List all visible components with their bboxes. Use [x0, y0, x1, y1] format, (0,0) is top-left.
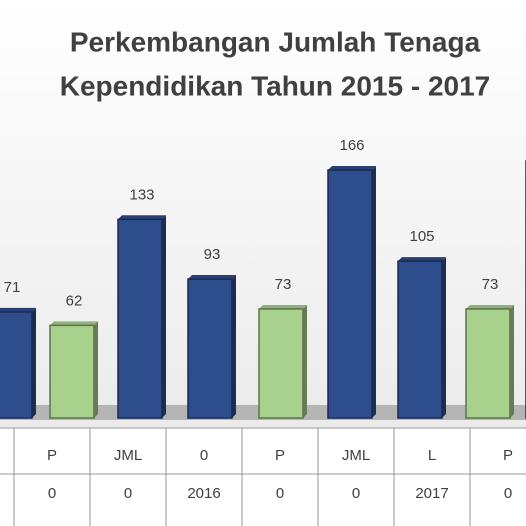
bar-top: [188, 275, 236, 280]
table-cell: P: [47, 447, 57, 464]
bar-top: [50, 321, 98, 326]
table-cell: 0: [504, 485, 512, 502]
bar: [0, 311, 33, 419]
bar: [465, 308, 511, 419]
table-bg: [0, 428, 526, 526]
bar-side: [372, 166, 376, 418]
value-label: 93: [204, 246, 221, 263]
bar-top: [118, 215, 166, 220]
value-label: 73: [482, 276, 499, 293]
bar-top: [328, 166, 376, 170]
value-label: 73: [275, 276, 292, 293]
table-cell: 0: [276, 485, 284, 502]
value-label: 62: [66, 292, 83, 309]
table-cell: 0: [352, 485, 360, 502]
table-cell: JML: [342, 447, 370, 464]
chart-title: Kependidikan Tahun 2015 - 2017: [60, 70, 491, 101]
table-cell: 0: [200, 447, 208, 464]
bar: [327, 169, 373, 419]
bar-top: [0, 307, 36, 312]
bar-top: [466, 304, 514, 309]
value-label: 71: [4, 279, 21, 296]
table-cell: P: [503, 447, 513, 464]
table-cell: L: [428, 447, 436, 464]
table-cell: 2016: [187, 485, 220, 502]
bar-side: [94, 321, 98, 418]
bar: [49, 324, 95, 419]
table-cell: JML: [114, 447, 142, 464]
bar: [258, 308, 304, 419]
table-cell: 0: [124, 485, 132, 502]
bar-top: [259, 304, 307, 309]
bar-top: [398, 257, 446, 262]
value-label: 133: [129, 186, 154, 203]
chart-title: Perkembangan Jumlah Tenaga: [70, 26, 481, 57]
table-cell: P: [275, 447, 285, 464]
value-label: 166: [339, 137, 364, 154]
bar-side: [510, 304, 514, 418]
value-label: 105: [409, 228, 434, 245]
bar-side: [232, 275, 236, 418]
bar: [187, 278, 233, 419]
table-cell: 2017: [415, 485, 448, 502]
bar: [117, 218, 163, 419]
bar: [397, 260, 443, 419]
table-cell: 0: [48, 485, 56, 502]
bar-side: [303, 304, 307, 418]
bar-side: [442, 257, 446, 418]
bar-side: [32, 307, 36, 418]
bar-side: [162, 215, 166, 418]
